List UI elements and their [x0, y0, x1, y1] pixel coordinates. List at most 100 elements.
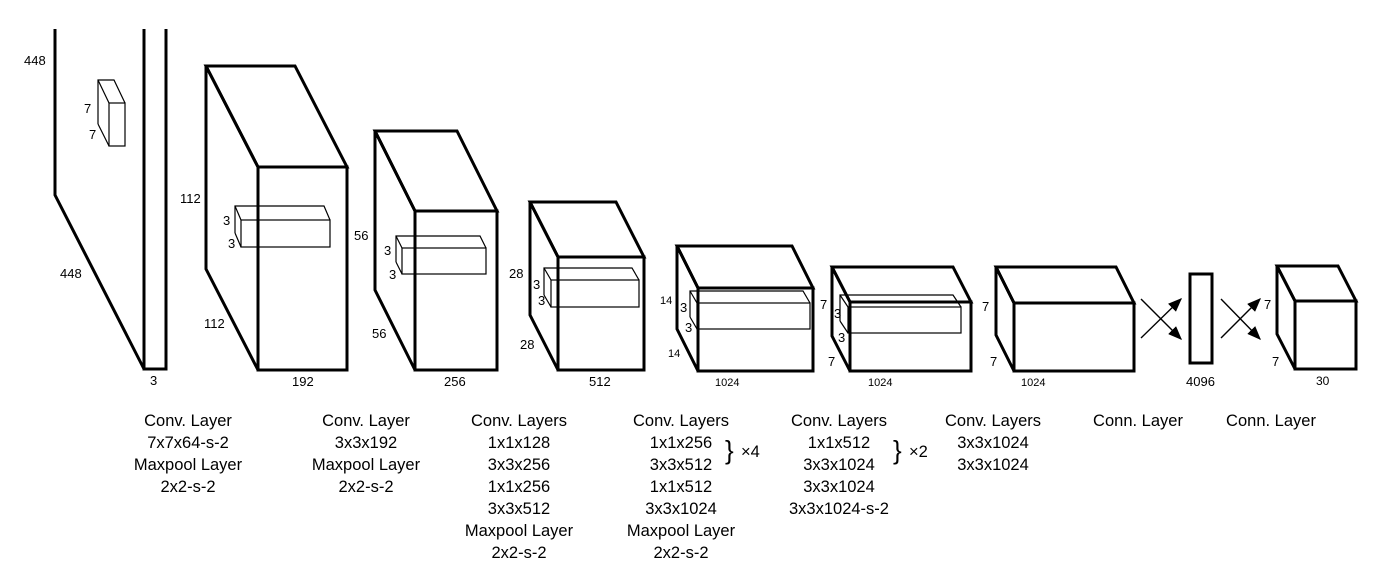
caption-line: 1x1x512: [650, 478, 712, 496]
caption-line: 2x2-s-2: [160, 478, 215, 496]
caption-line: Conv. Layer: [144, 412, 232, 430]
caption-line: 3x3x256: [488, 456, 550, 474]
dim-label: 14: [660, 295, 672, 307]
fc-4096-block: [1188, 272, 1214, 365]
caption-line: Conv. Layers: [791, 412, 887, 430]
dim-label: 7: [982, 299, 989, 314]
conv-block-4: [527, 200, 647, 372]
dim-label: 3: [680, 300, 687, 315]
caption-1: Conv. Layer 7x7x64-s-2 Maxpool Layer 2x2-s-…: [134, 412, 243, 496]
fc-arrows-1: [1140, 298, 1183, 340]
brace: }: [725, 435, 734, 465]
caption-line: 3x3x512: [650, 456, 712, 474]
dim-label: 192: [292, 374, 314, 389]
caption-line: 3x3x1024: [803, 456, 875, 474]
caption-line: Conv. Layers: [633, 412, 729, 430]
dim-label: 7: [1264, 297, 1271, 312]
dim-label: 1024: [1021, 377, 1045, 389]
caption-2: Conv. Layer 3x3x192 Maxpool Layer 2x2-s-2: [312, 412, 421, 496]
dim-label: 4096: [1186, 374, 1215, 389]
caption-line: 3x3x1024-s-2: [789, 500, 889, 518]
conv-block-3: [372, 129, 500, 372]
kernel-box: [395, 235, 487, 275]
dim-label: 7: [89, 127, 96, 142]
dim-label: 3: [533, 277, 540, 292]
caption-line: Conv. Layers: [471, 412, 567, 430]
kernel-box: [689, 290, 811, 330]
dim-label: 448: [24, 53, 46, 68]
dim-label: 7: [990, 354, 997, 369]
dim-label: 7: [820, 297, 827, 312]
caption-line: 3x3x1024: [957, 434, 1029, 452]
conv-block-7: [993, 265, 1137, 373]
dim-label: 56: [354, 228, 368, 243]
dimension-labels: 448 7 7 448 3 112 3 3 112 192 56 3 3 56 …: [24, 53, 1330, 389]
dim-label: 1024: [868, 377, 892, 389]
dim-label: 3: [384, 243, 391, 258]
caption-line: Conv. Layer: [322, 412, 410, 430]
dim-label: 3: [834, 306, 841, 321]
caption-line: 3x3x512: [488, 500, 550, 518]
caption-line: 1x1x256: [488, 478, 550, 496]
dim-label: 7: [1272, 354, 1279, 369]
dim-label: 3: [389, 267, 396, 282]
kernel-box: [234, 205, 331, 248]
repeat-x2: } ×2: [893, 435, 928, 465]
caption-line: Maxpool Layer: [465, 522, 574, 540]
caption-line: 1x1x128: [488, 434, 550, 452]
caption-line: Conn. Layer: [1226, 412, 1316, 430]
dim-label: 512: [589, 374, 611, 389]
caption-line: Conv. Layers: [945, 412, 1041, 430]
repeat-label: ×4: [741, 443, 760, 461]
caption-line: 2x2-s-2: [653, 544, 708, 562]
kernel-box: [543, 267, 640, 308]
dim-label: 1024: [715, 377, 739, 389]
caption-7: Conn. Layer: [1093, 412, 1183, 430]
dim-label: 3: [223, 213, 230, 228]
caption-line: 3x3x1024: [803, 478, 875, 496]
conv-block-2: [203, 64, 350, 372]
kernel-7x7: [97, 79, 126, 147]
dim-label: 7: [84, 101, 91, 116]
dim-label: 112: [180, 191, 201, 206]
dim-label: 448: [60, 266, 82, 281]
dim-label: 3: [150, 373, 157, 388]
caption-line: Maxpool Layer: [312, 456, 421, 474]
dim-label: 28: [520, 337, 534, 352]
repeat-x4: } ×4: [725, 435, 760, 465]
caption-5: Conv. Layers 1x1x512 3x3x1024 3x3x1024 3x3x1…: [789, 412, 889, 518]
dim-label: 112: [204, 316, 225, 331]
input-image-block: [53, 29, 168, 371]
caption-line: 3x3x1024: [645, 500, 717, 518]
dim-label: 3: [838, 330, 845, 345]
brace: }: [893, 435, 902, 465]
caption-4: Conv. Layers 1x1x256 3x3x512 1x1x512 3x3x102…: [627, 412, 736, 562]
caption-line: 1x1x256: [650, 434, 712, 452]
dim-label: 56: [372, 326, 386, 341]
caption-line: Conn. Layer: [1093, 412, 1183, 430]
caption-6: Conv. Layers 3x3x1024 3x3x1024: [945, 412, 1041, 474]
dim-label: 14: [668, 348, 680, 360]
caption-line: 2x2-s-2: [491, 544, 546, 562]
dim-label: 3: [685, 320, 692, 335]
caption-line: 1x1x512: [808, 434, 870, 452]
conv-block-5: [674, 244, 816, 373]
caption-line: 3x3x192: [335, 434, 397, 452]
caption-8: Conn. Layer: [1226, 412, 1316, 430]
layer-captions: Conv. Layer 7x7x64-s-2 Maxpool Layer 2x2-s-…: [134, 412, 1317, 562]
dim-label: 256: [444, 374, 466, 389]
output-block: [1274, 264, 1359, 371]
dim-label: 7: [828, 354, 835, 369]
conv-block-6: [829, 265, 974, 373]
caption-line: 3x3x1024: [957, 456, 1029, 474]
dim-label: 30: [1316, 374, 1330, 388]
caption-line: Maxpool Layer: [134, 456, 243, 474]
dim-label: 3: [538, 293, 545, 308]
caption-line: 7x7x64-s-2: [147, 434, 229, 452]
dim-label: 3: [228, 236, 235, 251]
repeat-label: ×2: [909, 443, 928, 461]
caption-line: Maxpool Layer: [627, 522, 736, 540]
dim-label: 28: [509, 266, 523, 281]
caption-3: Conv. Layers 1x1x128 3x3x256 1x1x256 3x3x512…: [465, 412, 574, 562]
